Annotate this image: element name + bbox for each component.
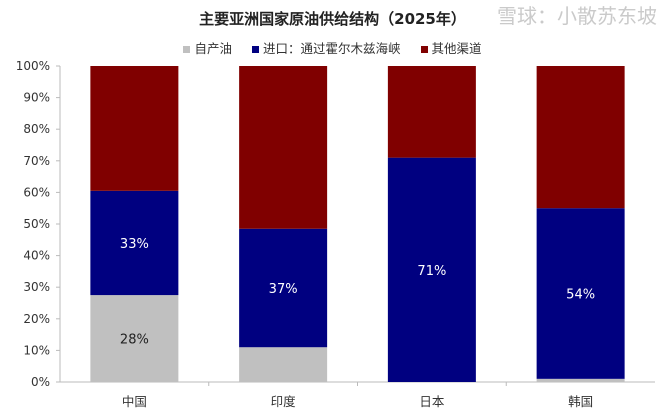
bar-segment [90, 66, 179, 191]
y-tick-label: 100% [16, 59, 50, 73]
y-tick-label: 30% [23, 280, 50, 294]
data-label: 37% [269, 282, 298, 297]
data-label: 54% [566, 288, 595, 303]
legend-label: 自产油 [194, 41, 232, 56]
y-tick-label: 10% [23, 343, 50, 357]
legend-item: 自产油 [183, 38, 232, 57]
data-label: 33% [120, 237, 149, 252]
legend-swatch [183, 46, 191, 53]
y-tick-label: 40% [23, 249, 50, 263]
y-tick-label: 90% [23, 91, 50, 105]
y-tick-label: 20% [23, 312, 50, 326]
bar-segment [536, 208, 625, 379]
legend-item: 其他渠道 [420, 38, 482, 57]
bar-segment [536, 378, 625, 382]
y-tick-label: 70% [23, 154, 50, 168]
y-tick-label: 0% [31, 375, 50, 389]
legend-item: 进口：通过霍尔木兹海峡 [251, 38, 401, 57]
bar-segment [90, 295, 179, 382]
legend: 自产油 进口：通过霍尔木兹海峡 其他渠道 [0, 38, 665, 57]
data-label: 71% [417, 264, 446, 279]
bar-segment [239, 66, 328, 229]
watermark: 雪球：小散苏东坡 [497, 4, 657, 28]
x-tick-label: 韩国 [568, 394, 593, 409]
bar-segment [239, 228, 328, 348]
y-tick-label: 60% [23, 185, 50, 199]
legend-swatch [420, 46, 428, 53]
y-tick-label: 50% [23, 217, 50, 231]
legend-label: 其他渠道 [431, 41, 482, 56]
y-tick-label: 80% [23, 122, 50, 136]
bar-segment [239, 347, 328, 382]
bar-segment [536, 66, 625, 209]
bar-segment [387, 66, 476, 158]
bar-segment [90, 190, 179, 296]
x-tick-label: 日本 [419, 394, 445, 409]
bar-segment [387, 157, 476, 382]
x-tick-label: 印度 [271, 394, 297, 409]
x-tick-label: 中国 [122, 394, 147, 409]
chart-title: 主要亚洲国家原油供给结构（2025年） [199, 10, 466, 28]
legend-swatch [251, 46, 259, 53]
legend-label: 进口：通过霍尔木兹海峡 [262, 41, 401, 56]
data-label: 28% [120, 333, 149, 348]
